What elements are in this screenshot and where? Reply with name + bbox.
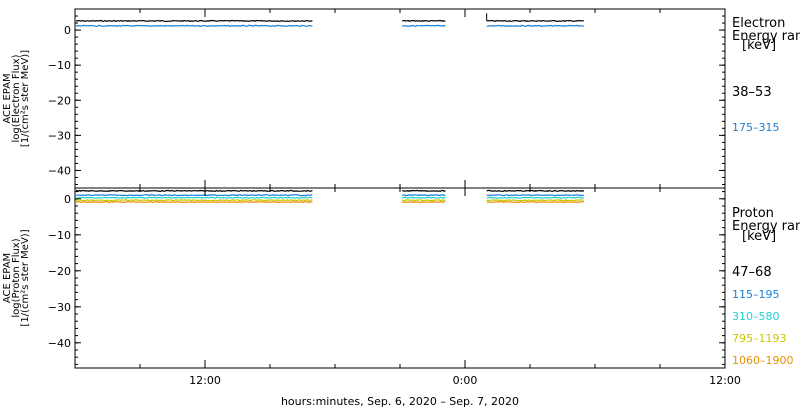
proton-legend-title-line: Proton <box>732 206 774 221</box>
proton-series-0-trace <box>486 189 585 192</box>
time-axis: 12:00 0:00 12:00 <box>74 9 741 387</box>
proton-series-1-trace <box>486 194 585 197</box>
electron-series-0-trace <box>401 19 446 22</box>
x-tick-label: 12:00 <box>189 374 221 387</box>
proton-ytick-label: −10 <box>48 229 71 242</box>
proton-series-2-trace <box>75 196 313 199</box>
proton-ylabel-line: ACE EPAM <box>2 253 13 303</box>
x-tick-label: 0:00 <box>453 374 478 387</box>
proton-series-0-trace <box>401 189 446 192</box>
electron-ytick-label: 0 <box>64 24 71 37</box>
proton-ytick-label: −20 <box>48 265 71 278</box>
x-axis-label: hours:minutes, Sep. 6, 2020 – Sep. 7, 20… <box>281 395 519 408</box>
electron-legend-entry: 38–53 <box>732 85 772 100</box>
proton-series-1-trace <box>75 194 313 197</box>
proton-series-4-trace <box>75 200 313 204</box>
proton-series-3-trace <box>486 199 584 202</box>
proton-ylabel-line: [1/(cm²s ster MeV)] <box>20 229 31 326</box>
proton-series-4-trace <box>402 200 446 204</box>
proton-series-3-trace <box>75 199 313 202</box>
proton-series-0-trace <box>76 189 313 193</box>
electron-series-1-trace <box>486 24 584 27</box>
proton-series-2-trace <box>402 196 446 199</box>
proton-series-4-trace <box>486 200 584 204</box>
electron-ylabel-line: [1/(cm²s ster MeV)] <box>20 50 31 147</box>
electron-series-1-trace <box>76 24 313 28</box>
electron-ytick-label: −40 <box>48 164 71 177</box>
electron-series-0-trace <box>75 19 313 23</box>
electron-ytick-label: −30 <box>48 129 71 142</box>
electron-ytick-label: −10 <box>48 59 71 72</box>
proton-series-2-trace <box>486 196 584 199</box>
electron-legend-title-line: Energy ran <box>732 29 800 44</box>
electron-legend-unit: [keV] <box>742 38 776 53</box>
proton-legend-title-line: Energy ran <box>732 219 800 234</box>
electron-legend-entry: 175–315 <box>732 121 780 134</box>
proton-ytick-label: 0 <box>64 193 71 206</box>
proton-legend-entry: 1060–1900 <box>732 354 794 367</box>
proton-legend-entry: 47–68 <box>732 265 772 280</box>
proton-series-3-trace <box>401 199 446 202</box>
proton-ylabel-line: log(Proton Flux) <box>11 238 22 317</box>
proton-legend-entry: 795–1193 <box>732 332 787 345</box>
electron-ylabel-line: log(Electron Flux) <box>11 54 22 142</box>
electron-series-0-trace <box>486 19 584 23</box>
proton-legend-entry: 115–195 <box>732 288 780 301</box>
proton-series-1-trace <box>402 194 446 197</box>
proton-ytick-label: −30 <box>48 301 71 314</box>
electron-legend-title-line: Electron <box>732 16 785 31</box>
proton-legend-unit: [keV] <box>742 229 776 244</box>
electron-ytick-label: −20 <box>48 94 71 107</box>
proton-ytick-label: −40 <box>48 337 71 350</box>
electron-ylabel-line: ACE EPAM <box>2 73 13 123</box>
electron-series-1-trace <box>402 24 446 27</box>
proton-legend-entry: 310–580 <box>732 310 780 323</box>
x-tick-label: 12:00 <box>709 374 741 387</box>
